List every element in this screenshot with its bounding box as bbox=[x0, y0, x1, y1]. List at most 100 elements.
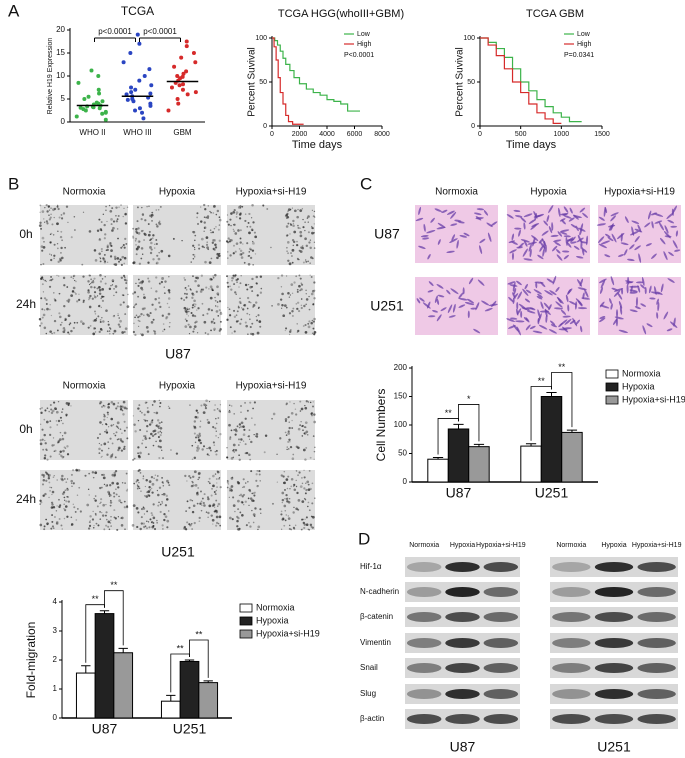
cell-dot bbox=[284, 498, 286, 500]
cell-dot bbox=[218, 300, 222, 303]
cell-dot bbox=[93, 277, 96, 280]
cell-dot bbox=[248, 453, 251, 457]
cell-dot bbox=[93, 286, 96, 289]
cell-dot bbox=[157, 493, 160, 497]
chart-title: TCGA GBM bbox=[526, 8, 584, 20]
cell bbox=[573, 214, 579, 220]
cell-dot bbox=[204, 260, 207, 264]
cell-dot bbox=[215, 453, 218, 456]
cell-dot bbox=[91, 280, 95, 284]
cell-dot bbox=[42, 263, 45, 265]
cell-dot bbox=[109, 522, 112, 524]
cell-dot bbox=[302, 325, 305, 327]
cell-dot bbox=[117, 402, 120, 404]
cell-dot bbox=[304, 323, 307, 327]
cell-dot bbox=[205, 236, 209, 239]
micrograph bbox=[133, 205, 221, 265]
cell-dot bbox=[287, 259, 290, 262]
cell bbox=[515, 215, 523, 218]
cell-dot bbox=[232, 504, 236, 507]
cell-dot bbox=[48, 279, 51, 282]
x-tick-label: 6000 bbox=[347, 131, 363, 138]
band bbox=[406, 587, 442, 597]
cell bbox=[541, 238, 547, 247]
cell bbox=[561, 219, 566, 225]
cell-dot bbox=[154, 432, 157, 435]
cell-dot bbox=[137, 325, 140, 327]
cell bbox=[563, 206, 569, 213]
cell bbox=[515, 320, 525, 323]
cell-dot bbox=[228, 410, 231, 414]
cell-dot bbox=[282, 482, 285, 484]
cell bbox=[434, 295, 438, 303]
cell-dot bbox=[148, 437, 151, 440]
cell-dot bbox=[146, 510, 149, 513]
cell-dot bbox=[197, 438, 201, 442]
cell-dot bbox=[141, 411, 143, 414]
cell-dot bbox=[152, 503, 155, 506]
dot bbox=[76, 80, 81, 85]
cell-dot bbox=[134, 333, 137, 337]
bar bbox=[520, 445, 542, 483]
cell-dot bbox=[57, 207, 60, 211]
cell-dot bbox=[255, 432, 259, 436]
cell-dot bbox=[252, 305, 255, 308]
cell-dot bbox=[295, 275, 298, 278]
cell-dot bbox=[286, 487, 289, 490]
dot bbox=[129, 90, 134, 95]
cell-dot bbox=[121, 255, 125, 259]
cell bbox=[430, 217, 435, 223]
cell-dot bbox=[99, 256, 101, 259]
cell-dot bbox=[291, 314, 294, 318]
cell-dot bbox=[258, 306, 260, 309]
cell-dot bbox=[52, 437, 55, 439]
x-tick-label: 0 bbox=[478, 131, 482, 138]
cell bbox=[541, 230, 549, 236]
cell-dot bbox=[237, 229, 240, 232]
cell bbox=[523, 258, 533, 261]
cell-dot bbox=[53, 298, 56, 300]
band bbox=[445, 587, 480, 597]
cell-dot bbox=[146, 520, 148, 523]
cell-dot bbox=[106, 518, 108, 521]
cell-dot bbox=[232, 274, 235, 277]
cell-dot bbox=[287, 291, 290, 295]
cell-dot bbox=[39, 523, 43, 527]
cell-dot bbox=[72, 326, 76, 330]
cell-dot bbox=[229, 218, 232, 221]
bracket bbox=[104, 590, 124, 646]
cell-dot bbox=[305, 303, 307, 305]
cell-dot bbox=[114, 434, 117, 437]
cell-dot bbox=[303, 426, 306, 428]
cell bbox=[452, 303, 456, 313]
cell-dot bbox=[235, 211, 239, 215]
cell-dot bbox=[210, 320, 213, 323]
cell-dot bbox=[233, 230, 235, 232]
cell-dot bbox=[313, 281, 316, 284]
cell-dot bbox=[115, 220, 119, 223]
cell-dot bbox=[288, 333, 291, 336]
cell-dot bbox=[233, 413, 235, 415]
cell-dot bbox=[149, 246, 152, 249]
cell bbox=[581, 247, 585, 256]
cell-dot bbox=[247, 435, 251, 438]
cell-dot bbox=[151, 491, 154, 494]
p-value: p<0.0001 bbox=[143, 27, 177, 36]
cell bbox=[638, 253, 642, 263]
cell-dot bbox=[239, 282, 242, 285]
cell-dot bbox=[293, 230, 297, 234]
cell-dot bbox=[166, 498, 169, 501]
band bbox=[594, 612, 634, 622]
cell-dot bbox=[219, 432, 222, 436]
cell-dot bbox=[53, 401, 56, 404]
cell-dot bbox=[232, 252, 235, 255]
cell bbox=[640, 303, 647, 307]
cell-dot bbox=[137, 295, 140, 298]
cell-dot bbox=[150, 216, 153, 218]
cell-dot bbox=[144, 485, 147, 488]
cell bbox=[533, 289, 542, 295]
cell-dot bbox=[292, 526, 296, 529]
dot bbox=[179, 55, 184, 60]
cell-dot bbox=[114, 456, 117, 459]
cell-dot bbox=[89, 515, 92, 518]
